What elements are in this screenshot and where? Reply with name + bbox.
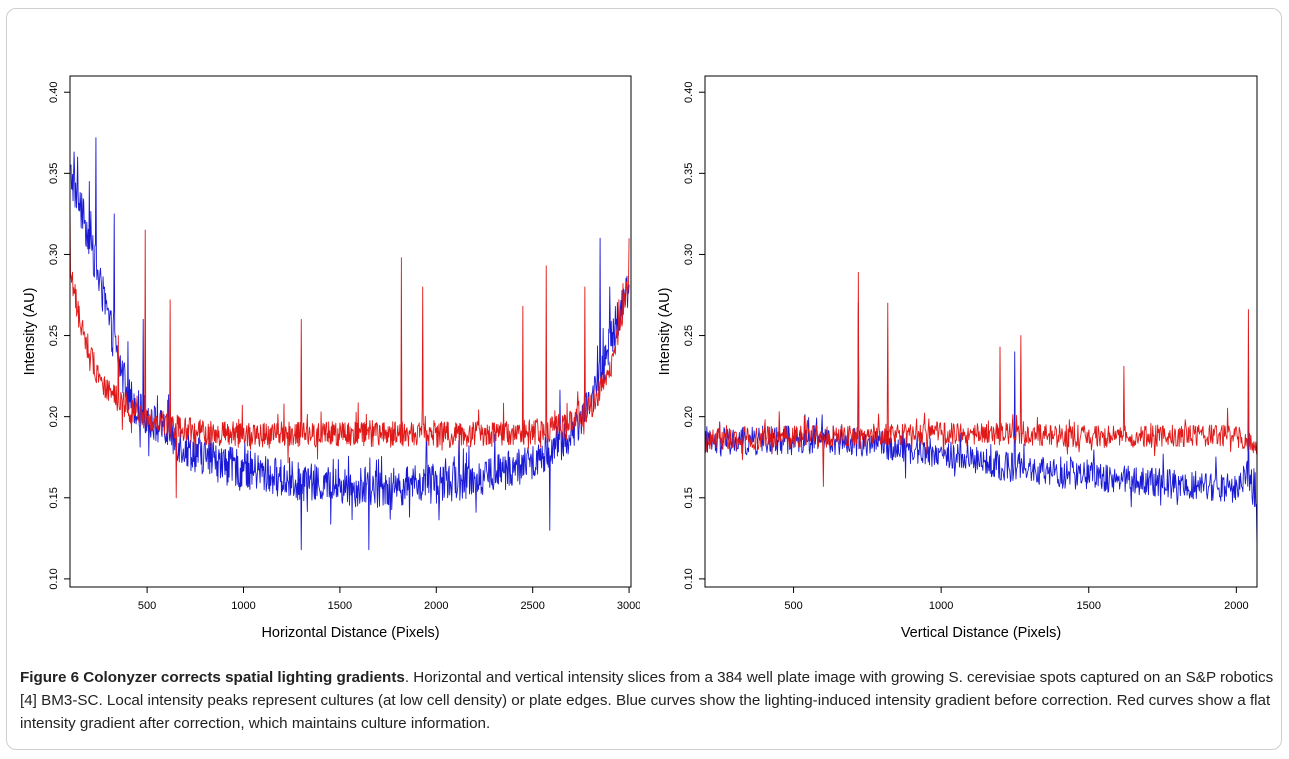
x-tick-label: 500 (138, 600, 156, 612)
figure-frame (6, 8, 1282, 750)
x-axis-label: Vertical Distance (Pixels) (901, 625, 1061, 641)
chart-vertical-intensity: 500 1000 1500 2000 0.10 0.15 0.20 0.25 0.30 0.35 0… (657, 75, 1258, 641)
y-tick-label: 0.20 (683, 406, 695, 427)
y-tick-label: 0.30 (683, 244, 695, 265)
x-tick-label: 2000 (424, 600, 448, 612)
y-axis-label: Intensity (AU) (22, 288, 38, 376)
x-tick-label: 500 (784, 600, 802, 612)
series-line-1 (69, 137, 630, 551)
x-axis-label: Horizontal Distance (Pixels) (261, 625, 439, 641)
y-tick-label: 0.40 (683, 82, 695, 103)
y-axis-label: Intensity (AU) (657, 288, 673, 376)
plot-border (704, 75, 1258, 588)
caption-body: . Horizontal and vertical intensity slic… (20, 669, 1274, 732)
y-tick-label: 0.35 (48, 163, 60, 184)
y-tick-label: 0.25 (683, 325, 695, 346)
chart-horizontal-intensity: 500 1000 1500 2000 2500 3000 0.10 0.15 0.20 0.25 0… (22, 75, 640, 641)
x-tick-label: 1500 (1077, 600, 1101, 612)
y-tick-label: 0.15 (683, 487, 695, 508)
x-tick-label: 1500 (328, 600, 352, 612)
y-tick-label: 0.10 (48, 568, 60, 589)
y-tick-label: 0.40 (48, 82, 60, 103)
y-tick-label: 0.15 (48, 487, 60, 508)
caption-title: Figure 6 Colonyzer corrects spatial ligh… (20, 669, 405, 686)
y-tick-label: 0.20 (48, 406, 60, 427)
series-line-1 (704, 302, 1258, 547)
x-tick-label: 1000 (231, 600, 255, 612)
series-line-2 (704, 271, 1258, 487)
series-line-2 (69, 205, 630, 499)
x-tick-label: 3000 (617, 600, 640, 612)
x-tick-label: 2000 (1224, 600, 1248, 612)
figure-caption: Figure 6 Colonyzer corrects spatial ligh… (20, 666, 1276, 735)
plot-border (69, 75, 632, 588)
y-tick-label: 0.35 (683, 163, 695, 184)
x-tick-label: 1000 (929, 600, 953, 612)
y-tick-label: 0.25 (48, 325, 60, 346)
x-tick-label: 2500 (520, 600, 544, 612)
y-tick-label: 0.30 (48, 244, 60, 265)
y-tick-label: 0.10 (683, 568, 695, 589)
